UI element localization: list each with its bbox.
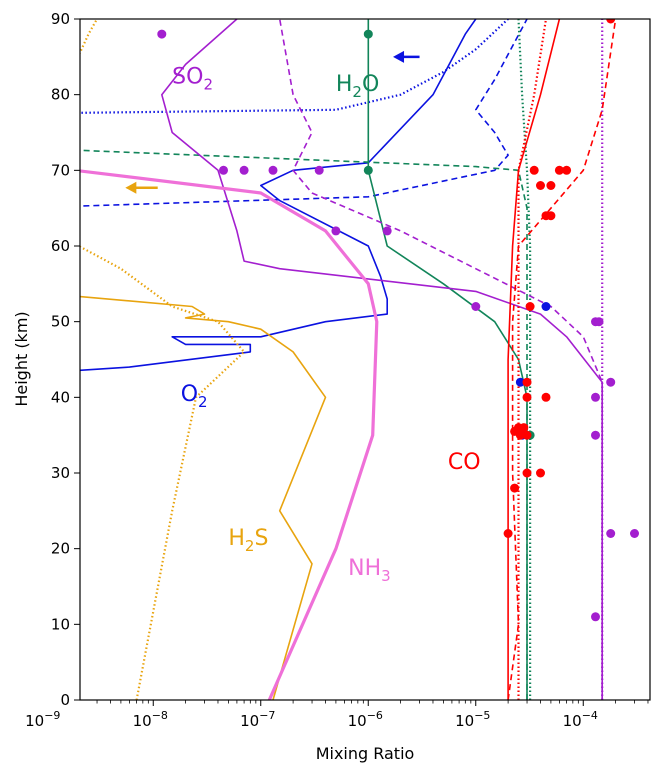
- obs-point-co: [522, 392, 532, 402]
- obs-point-h2o: [363, 165, 373, 175]
- obs-point-co: [536, 468, 545, 478]
- obs-point-so2: [157, 29, 167, 39]
- obs-point-co: [562, 165, 572, 175]
- x-tick-label: 10−5: [455, 709, 490, 730]
- label-h2o: H2O: [336, 72, 379, 101]
- obs-point-co: [519, 423, 529, 433]
- x-tick-label: 10−6: [348, 709, 383, 730]
- obs-point-so2: [331, 226, 341, 236]
- y-tick-label: 90: [51, 10, 70, 28]
- y-tick-label: 0: [60, 691, 70, 709]
- series-o2-dotted-line: [80, 19, 509, 114]
- series-co-dashed-line: [507, 19, 617, 700]
- obs-point-co: [522, 430, 532, 440]
- obs-point-so2: [630, 529, 639, 538]
- obs-point-co: [546, 181, 556, 190]
- label-nh3: NH3: [348, 556, 391, 585]
- series-h2s-solid-line: [80, 295, 327, 700]
- arrow-head: [125, 181, 137, 194]
- y-tick-label: 40: [51, 388, 70, 406]
- obs-point-co: [536, 181, 545, 190]
- series-h2s-dotted-line: [80, 245, 246, 700]
- series-h2o-dotted-line: [517, 19, 532, 700]
- obs-point-so2: [606, 377, 616, 387]
- x-axis: 10−9 10−8 10−7 10−6 10−5 10−4: [25, 700, 649, 730]
- label-h2s: H2S: [228, 526, 268, 555]
- y-tick-label: 80: [51, 86, 70, 104]
- obs-point-so2: [314, 165, 324, 175]
- observation-layer: [157, 19, 639, 622]
- label-o2: O2: [181, 382, 208, 411]
- arrow-head: [393, 50, 405, 63]
- x-tick-label: 10−7: [240, 709, 275, 730]
- obs-point-co: [515, 430, 525, 440]
- series-o2-dashed-line: [80, 19, 528, 207]
- series-co-dotted-line: [517, 19, 548, 700]
- label-so2: SO2: [172, 64, 213, 93]
- obs-point-co: [554, 165, 564, 175]
- series-co-solid-line: [507, 19, 561, 700]
- y-tick-label: 20: [51, 540, 70, 558]
- x-tick-label: 10−9: [25, 709, 60, 730]
- y-tick-label: 60: [51, 237, 70, 255]
- series-so2-solid-line: [161, 19, 604, 700]
- obs-point-o2: [515, 377, 525, 387]
- arrow-layer: [125, 50, 420, 194]
- obs-point-so2: [591, 430, 600, 440]
- y-axis-title: Height (km): [12, 311, 31, 406]
- obs-point-so2: [268, 165, 278, 175]
- obs-point-h2o: [363, 29, 373, 39]
- obs-point-so2: [239, 165, 249, 175]
- obs-point-co: [546, 211, 556, 221]
- series-layer: [13, 19, 617, 700]
- y-axis: 0 10 20 30 40 50 60 70 80 90: [51, 10, 80, 709]
- y-tick-label: 30: [51, 464, 70, 482]
- series-o2-solid-line: [80, 19, 477, 372]
- obs-point-co: [522, 377, 532, 387]
- obs-point-co: [606, 19, 616, 24]
- x-tick-label: 10−8: [133, 709, 168, 730]
- obs-point-so2: [591, 392, 600, 402]
- series-h2o-solid-line: [367, 19, 528, 700]
- plot-frame: [79, 18, 651, 701]
- x-axis-title: Mixing Ratio: [316, 744, 415, 763]
- obs-point-so2: [606, 529, 616, 538]
- series-nh3-thick-line: [80, 169, 379, 700]
- obs-point-o2: [541, 302, 551, 311]
- y-tick-label: 10: [51, 615, 70, 633]
- obs-point-so2: [382, 226, 392, 236]
- obs-point-co: [541, 392, 551, 402]
- x-tick-label: 10−4: [563, 709, 598, 730]
- obs-point-so2: [591, 612, 600, 622]
- species-labels: SO2 H2O O2 H2S NH3 CO: [172, 64, 480, 585]
- series-so2-dashed-line: [278, 19, 604, 700]
- obs-point-so2: [219, 165, 228, 175]
- obs-point-so2: [594, 317, 604, 327]
- y-tick-label: 70: [51, 161, 70, 179]
- series-h2s-dashed-line: [13, 155, 54, 700]
- series-h2o-dashed-line: [80, 149, 528, 700]
- obs-point-co: [529, 165, 539, 175]
- obs-point-co: [503, 529, 513, 538]
- obs-point-co: [510, 483, 520, 493]
- obs-point-so2: [471, 302, 481, 311]
- label-co: CO: [448, 450, 481, 475]
- obs-point-co: [525, 302, 535, 311]
- obs-point-co: [522, 468, 532, 478]
- y-tick-label: 50: [51, 313, 70, 331]
